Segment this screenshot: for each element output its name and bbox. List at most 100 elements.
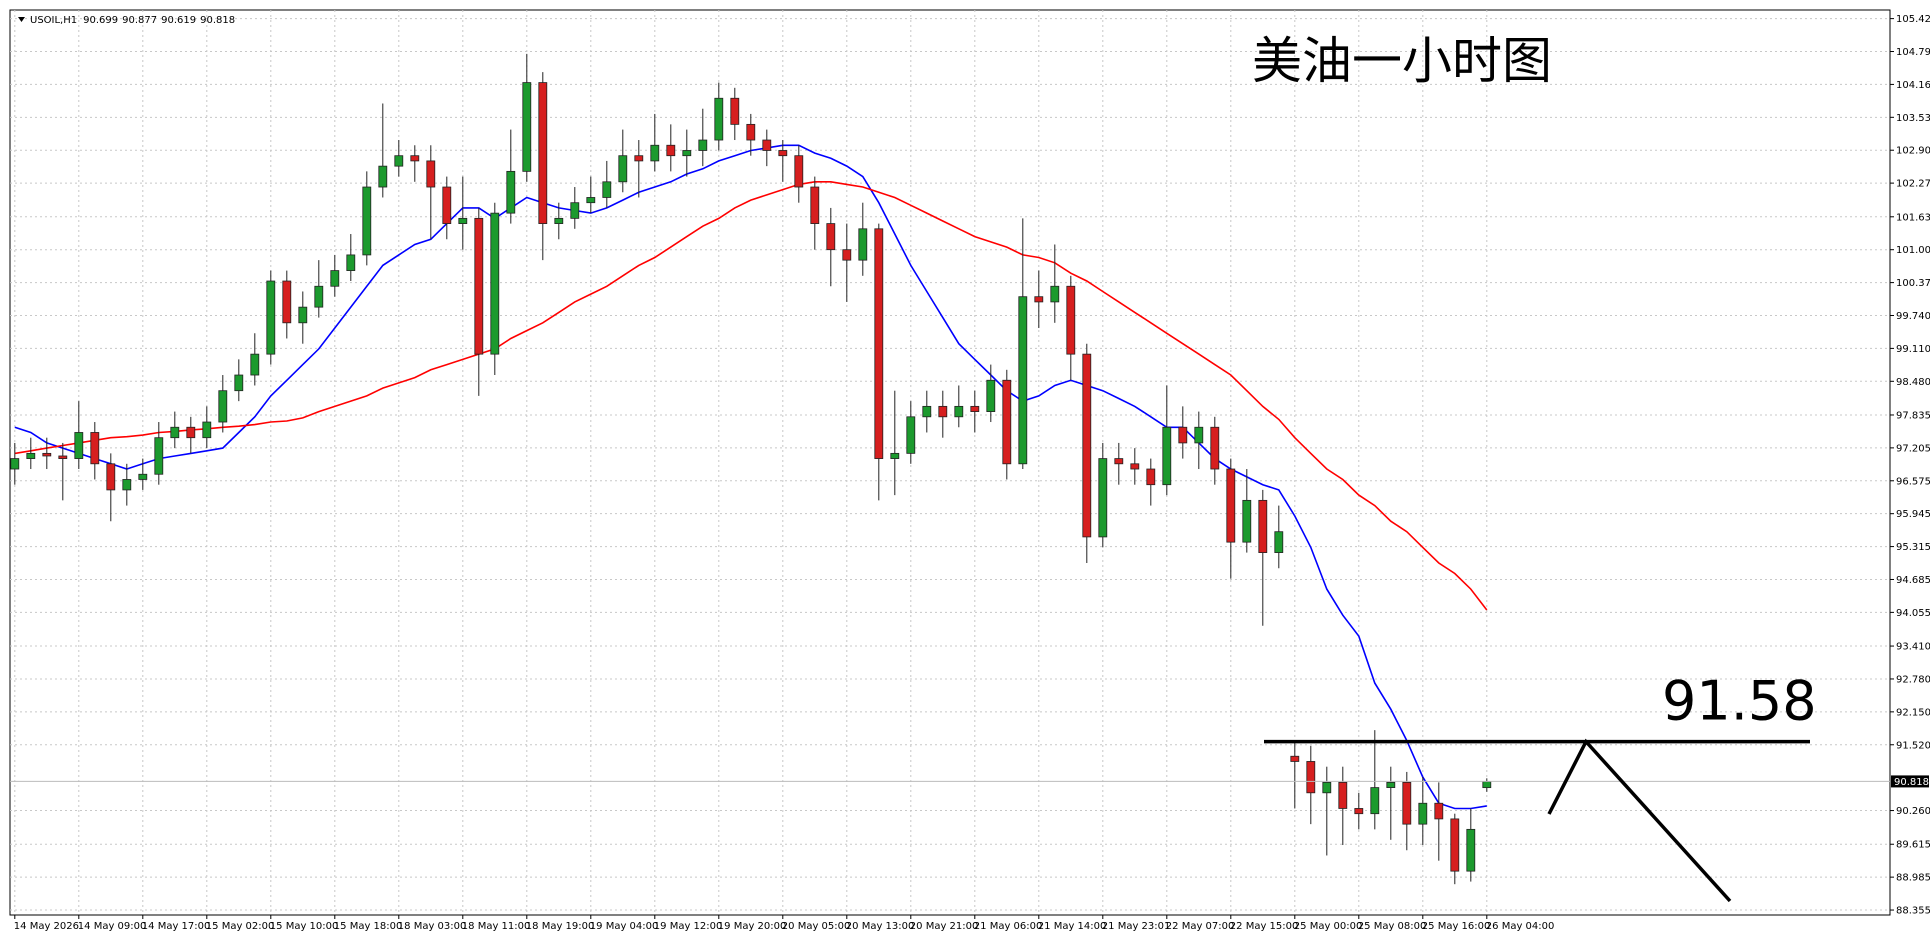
candle-body bbox=[1402, 781, 1412, 825]
candle-body bbox=[1450, 818, 1460, 872]
x-tick-label: 14 May 09:00 bbox=[78, 921, 147, 932]
candle-body bbox=[186, 426, 196, 439]
y-tick-label: 92.150 bbox=[1896, 707, 1930, 718]
candle-body bbox=[426, 160, 436, 188]
candle-body bbox=[1178, 426, 1188, 444]
ohlc-high: 90.877 bbox=[122, 15, 157, 26]
candle-body bbox=[650, 144, 660, 162]
candle-body bbox=[858, 228, 868, 261]
candle-body bbox=[218, 390, 228, 423]
candle-body bbox=[282, 280, 292, 324]
candle-body bbox=[346, 254, 356, 271]
y-tick-label: 105.425 bbox=[1896, 14, 1930, 25]
y-tick-label: 103.535 bbox=[1896, 113, 1930, 124]
candle-body bbox=[138, 473, 148, 480]
candle-body bbox=[618, 155, 628, 183]
plot-frame bbox=[9, 9, 1891, 916]
y-tick-label: 99.740 bbox=[1896, 311, 1930, 322]
x-tick-label: 15 May 18:00 bbox=[334, 921, 403, 932]
candle-body bbox=[970, 405, 980, 412]
candle-body bbox=[1130, 463, 1140, 470]
candle-body bbox=[106, 463, 116, 491]
candle-body bbox=[698, 139, 708, 151]
candle-body bbox=[314, 285, 324, 308]
candle-body bbox=[1322, 781, 1332, 794]
candle-body bbox=[90, 432, 100, 465]
ohlc-close: 90.818 bbox=[200, 15, 235, 26]
candle-body bbox=[362, 186, 372, 256]
candle-body bbox=[1194, 426, 1204, 444]
candle-body bbox=[874, 228, 884, 459]
candle-body bbox=[170, 426, 180, 439]
candle-body bbox=[1482, 781, 1492, 789]
x-tick-label: 26 May 04:00 bbox=[1486, 921, 1555, 932]
candle-body bbox=[1146, 468, 1156, 486]
candle-body bbox=[42, 452, 52, 457]
candle-body bbox=[890, 452, 900, 459]
y-tick-label: 99.110 bbox=[1896, 344, 1930, 355]
candle-body bbox=[842, 249, 852, 261]
y-tick-label: 97.835 bbox=[1896, 410, 1930, 421]
x-tick-label: 20 May 21:00 bbox=[910, 921, 979, 932]
x-tick-label: 20 May 05:00 bbox=[782, 921, 851, 932]
axes: 105.425 104.795 104.165 103.535 102.905 102.2… bbox=[10, 14, 1930, 932]
x-tick-label: 18 May 11:00 bbox=[462, 921, 531, 932]
candle-body bbox=[1466, 828, 1476, 872]
y-tick-label: 94.685 bbox=[1896, 575, 1930, 586]
x-tick-label: 14 May 17:00 bbox=[142, 921, 211, 932]
ohlc-open: 90.699 bbox=[83, 15, 118, 26]
candle-body bbox=[714, 97, 724, 141]
y-tick-label: 95.945 bbox=[1896, 509, 1930, 520]
candle-body bbox=[1338, 781, 1348, 809]
y-tick-label: 91.520 bbox=[1896, 740, 1930, 751]
candle-body bbox=[1034, 296, 1044, 303]
x-tick-label: 18 May 19:00 bbox=[526, 921, 595, 932]
menu-arrow bbox=[18, 17, 25, 22]
y-tick-label: 95.315 bbox=[1896, 542, 1930, 553]
candle-body bbox=[26, 452, 36, 459]
candle-body bbox=[506, 170, 516, 214]
price-label-box bbox=[1891, 775, 1929, 788]
candle-body bbox=[410, 155, 420, 162]
candle-body bbox=[906, 416, 916, 454]
x-tick-label: 20 May 13:00 bbox=[846, 921, 915, 932]
y-tick-label: 97.205 bbox=[1896, 443, 1930, 454]
x-tick-label: 19 May 04:00 bbox=[590, 921, 659, 932]
candle-body bbox=[794, 155, 804, 188]
candle-body bbox=[1370, 787, 1380, 815]
candle-body bbox=[826, 223, 836, 251]
x-tick-label: 18 May 03:00 bbox=[398, 921, 467, 932]
candle-body bbox=[954, 405, 964, 418]
candle-body bbox=[266, 280, 276, 355]
candle-body bbox=[602, 181, 612, 198]
y-tick-label: 88.985 bbox=[1896, 873, 1930, 884]
candle-body bbox=[1274, 531, 1284, 553]
candle-body bbox=[154, 437, 164, 475]
y-tick-label: 102.275 bbox=[1896, 179, 1930, 190]
drawings: 91.58 bbox=[1264, 670, 1817, 903]
candle-body bbox=[1082, 353, 1092, 538]
y-tick-label: 94.055 bbox=[1896, 608, 1930, 619]
candle-body bbox=[586, 197, 596, 204]
candle-body bbox=[1002, 379, 1012, 465]
price-label: 90.818 bbox=[1894, 777, 1929, 788]
candle-body bbox=[538, 82, 548, 224]
candle-body bbox=[730, 97, 740, 125]
y-tick-label: 93.410 bbox=[1896, 642, 1930, 653]
candle-body bbox=[74, 432, 84, 459]
y-tick-label: 90.260 bbox=[1896, 806, 1930, 817]
moving-average-line bbox=[14, 181, 1488, 611]
y-tick-label: 89.615 bbox=[1896, 840, 1930, 851]
candle-body bbox=[202, 421, 212, 439]
symbol-info: USOIL,H1 90.699 90.877 90.619 90.818 bbox=[30, 15, 235, 26]
candle-body bbox=[1018, 296, 1028, 465]
y-tick-label: 92.780 bbox=[1896, 674, 1930, 685]
x-tick-label: 21 May 06:00 bbox=[974, 921, 1043, 932]
y-tick-label: 104.165 bbox=[1896, 80, 1930, 91]
candle-body bbox=[10, 458, 20, 470]
candle-body bbox=[682, 150, 692, 157]
candle-body bbox=[378, 165, 388, 188]
x-tick-label: 19 May 12:00 bbox=[654, 921, 723, 932]
